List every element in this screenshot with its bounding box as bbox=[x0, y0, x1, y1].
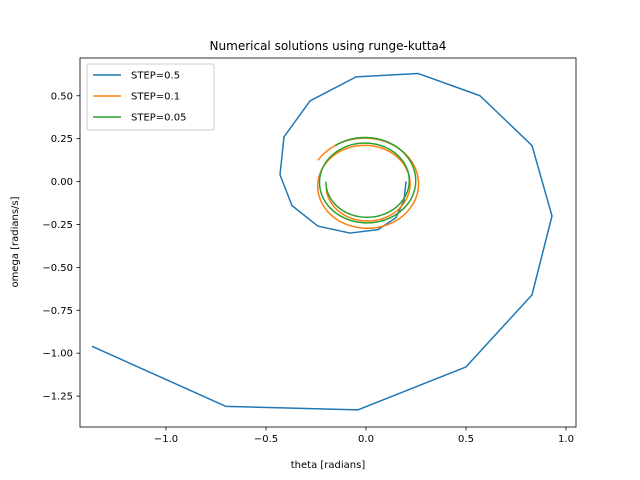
y-axis-ticks: 0.50 0.25 0.00 −0.25 −0.50 −0.75 −1.00 −1.25 bbox=[42, 91, 80, 403]
legend-label: STEP=0.1 bbox=[131, 92, 180, 103]
x-axis-label: theta [radians] bbox=[291, 460, 366, 471]
x-tick-label: 0.5 bbox=[458, 434, 474, 445]
y-tick-label: −0.50 bbox=[42, 263, 73, 274]
y-axis-label: omega [radians/s] bbox=[10, 196, 21, 287]
plot-frame bbox=[79, 57, 577, 428]
y-tick-label: −1.25 bbox=[42, 392, 73, 403]
chart-title: Numerical solutions using runge-kutta4 bbox=[210, 39, 447, 53]
plot-lines bbox=[91, 72, 553, 411]
x-tick-label: 0.0 bbox=[358, 434, 374, 445]
legend-label: STEP=0.05 bbox=[131, 113, 186, 124]
x-tick-label: −0.5 bbox=[254, 434, 278, 445]
y-tick-label: 0.50 bbox=[51, 91, 73, 102]
x-axis-ticks: −1.0 −0.5 0.0 0.5 1.0 bbox=[154, 427, 574, 445]
series-line-3 bbox=[318, 136, 417, 224]
legend-box bbox=[86, 63, 215, 131]
legend-label: STEP=0.5 bbox=[131, 71, 180, 82]
series-line-1 bbox=[91, 72, 553, 411]
y-tick-label: −0.25 bbox=[42, 220, 73, 231]
x-tick-label: −1.0 bbox=[154, 434, 178, 445]
series-line-2 bbox=[316, 137, 420, 230]
y-tick-label: 0.25 bbox=[51, 134, 73, 145]
y-tick-label: 0.00 bbox=[51, 177, 73, 188]
y-tick-label: −0.75 bbox=[42, 306, 73, 317]
x-tick-label: 1.0 bbox=[558, 434, 574, 445]
legend: STEP=0.5 STEP=0.1 STEP=0.05 bbox=[86, 63, 215, 131]
y-tick-label: −1.00 bbox=[42, 349, 73, 360]
